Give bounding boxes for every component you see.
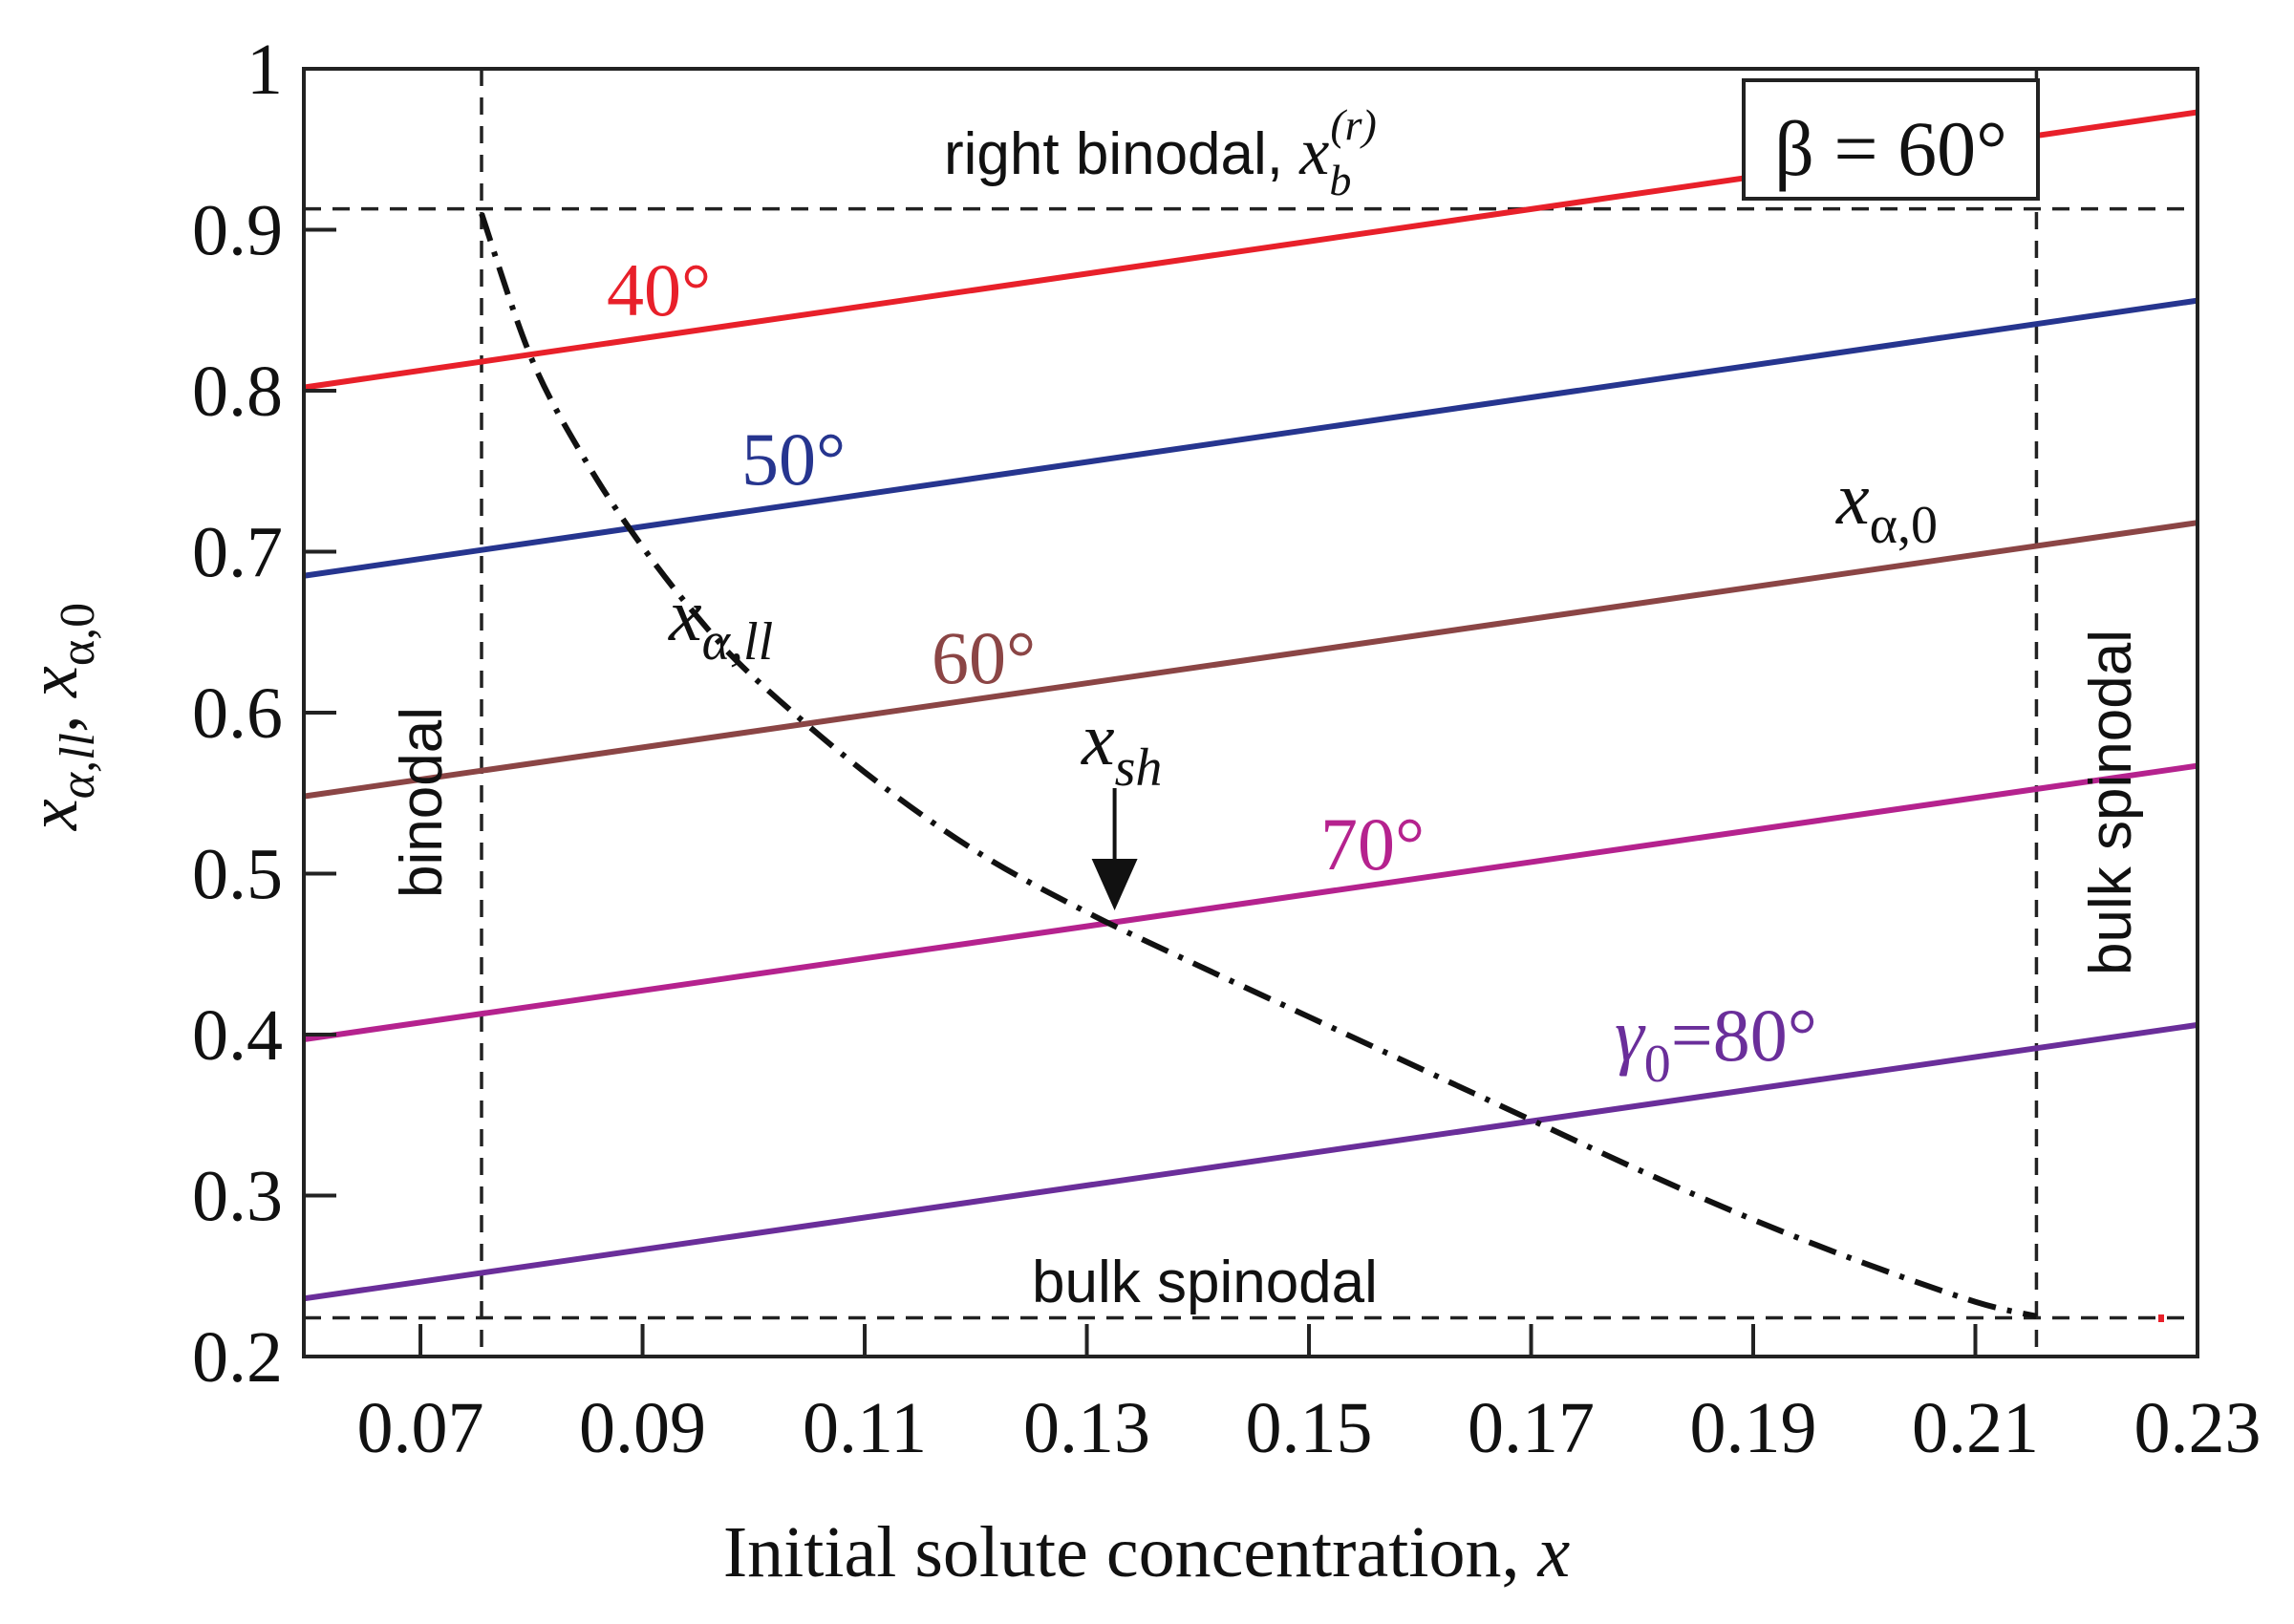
label-50: 50° (741, 417, 846, 501)
y-tick-label: 0.4 (192, 995, 283, 1076)
reference-lines (304, 69, 2198, 1357)
binodal-vertical-label: binodal (389, 707, 455, 898)
y-tick-label: 0.5 (192, 835, 283, 915)
x-tick-label: 0.07 (357, 1388, 484, 1468)
series-lines (303, 109, 2198, 1302)
y-tick-label: 0.2 (192, 1317, 283, 1398)
x-tick-label: 0.21 (1912, 1388, 2039, 1468)
right-binodal-label: right binodal, xb(r) (944, 100, 1377, 204)
series-line-50deg (303, 297, 2198, 579)
y-tick-label: 0.6 (192, 673, 283, 754)
y-tick-label: 0.3 (192, 1157, 283, 1237)
x-tick-label: 0.09 (579, 1388, 706, 1468)
y-axis-label: xα,ll, xα,0 (14, 603, 105, 831)
label-60: 60° (932, 616, 1036, 699)
x-sh-arrow-head (1091, 858, 1138, 910)
x-alpha-ll-curve (479, 212, 2038, 1319)
y-ticks: 0.2 0.3 0.4 0.5 0.6 0.7 0.8 0.9 1 (192, 30, 336, 1398)
y-tick-label: 0.9 (192, 191, 283, 271)
bulk-spinodal-horizontal-label: bulk spinodal (1032, 1250, 1378, 1315)
x-tick-label: 0.19 (1690, 1388, 1817, 1468)
y-tick-label: 1 (247, 30, 283, 110)
y-tick-label: 0.7 (192, 513, 283, 593)
x-axis-label: Initial solute concentration, x (723, 1512, 1571, 1592)
label-40: 40° (607, 248, 711, 331)
bulk-spinodal-vertical-label: bulk spinodal (2078, 630, 2144, 975)
x-tick-label: 0.11 (803, 1388, 927, 1468)
x-tick-label: 0.17 (1468, 1388, 1595, 1468)
x-ticks: 0.07 0.09 0.11 0.13 0.15 0.17 0.19 0.21 0.23 (357, 1324, 2262, 1468)
series-line-80deg (303, 1021, 2198, 1302)
beta-box (1742, 78, 2040, 201)
x-sh-label: xsh (1081, 697, 1162, 798)
series-line-60deg (303, 520, 2198, 800)
label-gamma-80: γ0=80° (1615, 994, 1817, 1094)
x-alpha-ll-label: xα,ll (668, 573, 773, 672)
y-tick-label: 0.8 (192, 352, 283, 432)
label-70: 70° (1320, 802, 1425, 886)
x-alpha-0-label: xα,0 (1835, 457, 1938, 555)
x-tick-label: 0.23 (2134, 1388, 2262, 1468)
beta-label: β = 60° (1774, 105, 2007, 192)
x-tick-label: 0.15 (1246, 1388, 1373, 1468)
x-tick-label: 0.13 (1023, 1388, 1150, 1468)
series-line-70deg (303, 762, 2198, 1043)
